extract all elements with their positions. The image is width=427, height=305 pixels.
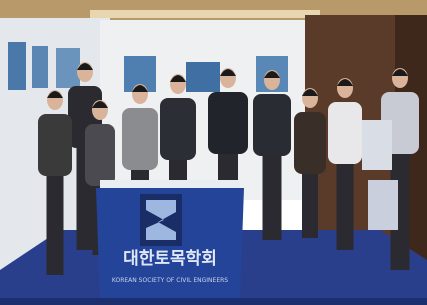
person-legs	[337, 158, 354, 250]
person-body	[294, 112, 326, 174]
page: 대한토목학회 KOREAN SOCIETY OF CIVIL ENGINEERS…	[0, 0, 427, 305]
person-legs	[263, 150, 282, 240]
poster	[56, 48, 80, 88]
person-body	[85, 124, 115, 186]
poster	[186, 62, 220, 92]
person-body	[208, 92, 248, 154]
person-legs	[47, 170, 64, 275]
person-body	[328, 102, 362, 164]
poster	[8, 42, 26, 90]
person-body	[38, 114, 72, 176]
brochure-stand	[368, 180, 398, 230]
person-body	[253, 94, 291, 156]
person-body	[122, 108, 158, 170]
brochure-stand	[362, 120, 392, 170]
poster	[32, 46, 48, 88]
floor-edge	[0, 298, 427, 305]
person-legs	[302, 168, 318, 238]
banner-title-ko: 대한토목학회	[123, 249, 217, 269]
person-body	[160, 98, 196, 160]
photo: 대한토목학회 KOREAN SOCIETY OF CIVIL ENGINEERS	[0, 0, 427, 305]
ceiling-light	[90, 10, 320, 18]
banner-title-en: KOREAN SOCIETY OF CIVIL ENGINEERS	[112, 277, 228, 284]
